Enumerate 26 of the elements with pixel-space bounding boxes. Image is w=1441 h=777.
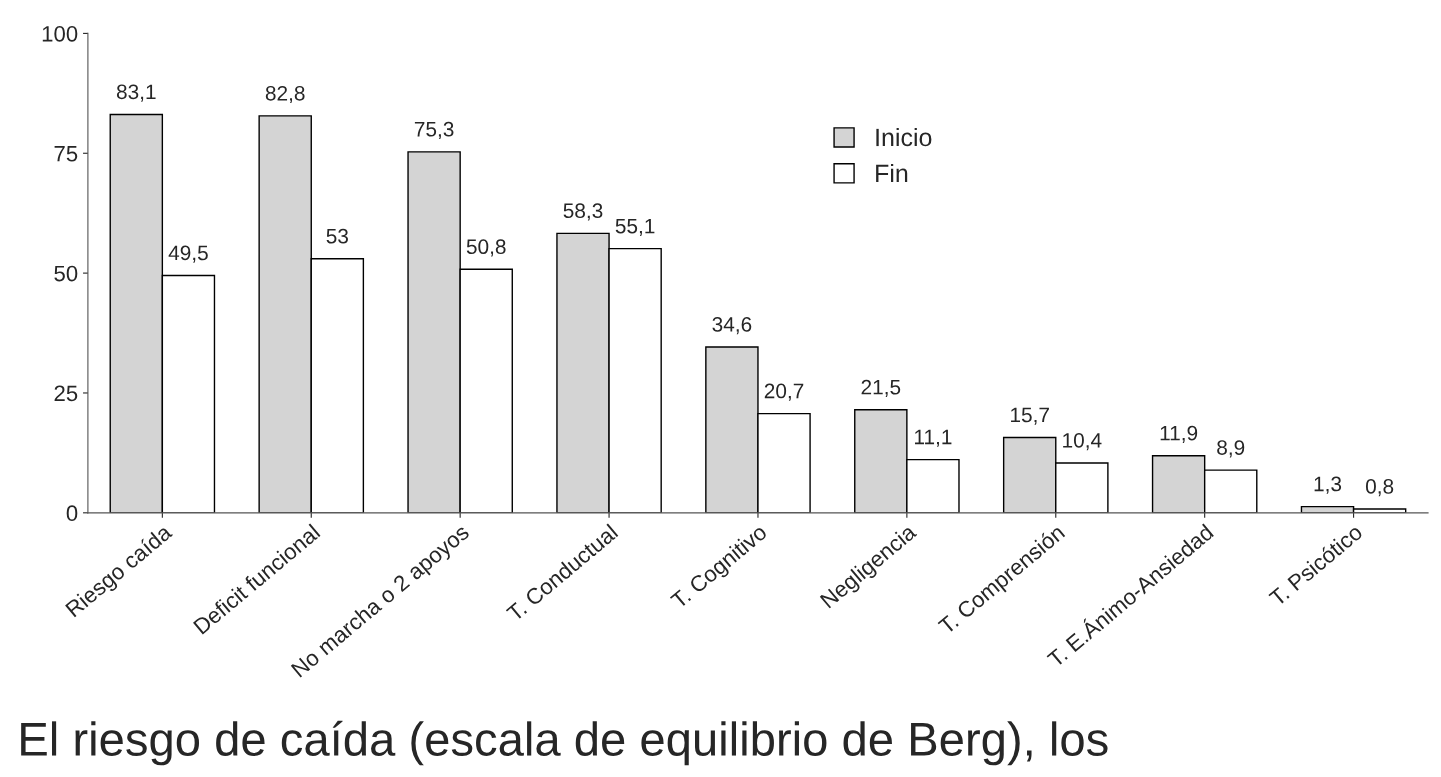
data-label: 50,8 (466, 239, 506, 257)
data-label: 20,7 (764, 383, 804, 401)
y-tick-label: 0 (66, 505, 78, 522)
y-tick-label: 75 (54, 146, 78, 162)
data-label: 0,8 (1365, 479, 1394, 497)
data-label: 11,1 (915, 429, 952, 447)
y-tick-label: 25 (54, 385, 78, 402)
data-label: 15,7 (1011, 407, 1049, 425)
data-label: 53 (326, 228, 348, 244)
y-tick-label: 50 (54, 265, 78, 282)
data-label: 58,3 (563, 203, 603, 221)
data-label: 21,5 (861, 379, 901, 397)
text: El riesgo de caída (escala de equilibrio de Berg), los (21, 720, 1108, 766)
data-label: 11,9 (1160, 425, 1198, 443)
data-label: 49,5 (168, 245, 208, 263)
data-label: 8,9 (1217, 440, 1245, 458)
data-label: 10,4 (1063, 432, 1102, 451)
legend-label: Fin (876, 163, 908, 183)
data-label: 34,6 (712, 316, 752, 335)
data-label: 75,3 (414, 121, 454, 140)
data-label: 55,1 (615, 218, 655, 236)
data-label: 1,3 (1314, 476, 1342, 494)
legend-label: Inicio (876, 127, 932, 147)
y-tick-label: 100 (42, 25, 78, 42)
data-label: 82,8 (265, 85, 305, 104)
data-label: 83,1 (116, 84, 156, 102)
